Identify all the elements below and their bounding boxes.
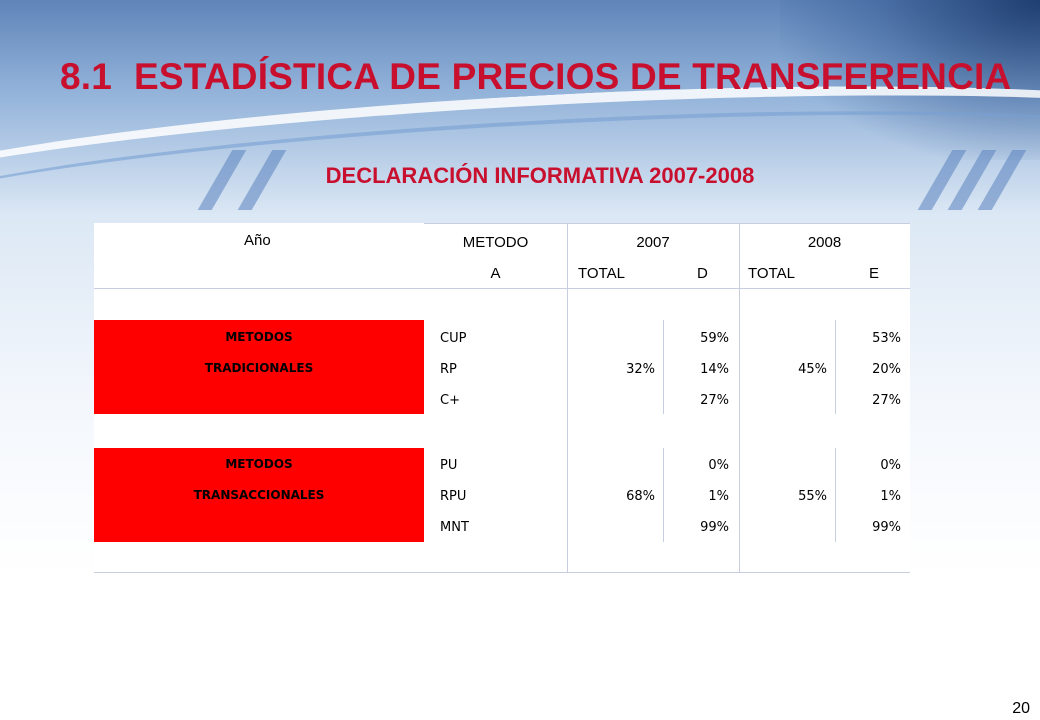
group-label-line1: METODOS: [225, 330, 293, 344]
header-total-2008: TOTAL: [748, 265, 795, 282]
pct-2007-cell: 1%: [708, 489, 729, 504]
table-column-rule: [567, 223, 568, 573]
group-label-tradicionales: [94, 320, 424, 414]
pct-2008-cell: 20%: [872, 362, 901, 377]
group-total-2008: 45%: [798, 362, 827, 377]
pct-2008-cell: 99%: [872, 520, 901, 535]
group-label-transaccionales: [94, 448, 424, 542]
group-total-2007: 68%: [626, 489, 655, 504]
group-label-line1: METODOS: [225, 457, 293, 471]
pct-2007-cell: 0%: [708, 458, 729, 473]
pct-2008-cell: 27%: [872, 393, 901, 408]
background-corner-shade: [780, 0, 1040, 160]
pct-2007-cell: 99%: [700, 520, 729, 535]
table-footer-block: [740, 573, 835, 626]
method-cell: PU: [440, 458, 458, 473]
header-a: A: [490, 265, 501, 282]
slide-title: 8.1 ESTADÍSTICA DE PRECIOS DE TRANSFERENC…: [60, 56, 1011, 98]
header-year-2008: 2008: [807, 234, 842, 251]
header-d: D: [697, 265, 708, 282]
pct-2007-cell: 14%: [700, 362, 729, 377]
pct-2008-cell: 1%: [880, 489, 901, 504]
pct-2007-cell: 27%: [700, 393, 729, 408]
method-cell: RP: [440, 362, 457, 377]
method-cell: CUP: [440, 331, 467, 346]
table-rule: [424, 223, 910, 224]
pct-2008-cell: 53%: [872, 331, 901, 346]
header-year-2007: 2007: [636, 234, 670, 251]
slide-subtitle: DECLARACIÓN INFORMATIVA 2007-2008: [325, 163, 755, 188]
group-total-2007: 32%: [626, 362, 655, 377]
pct-2008-cell: 0%: [880, 458, 901, 473]
slide-title-text: ESTADÍSTICA DE PRECIOS DE TRANSFERENCIA: [134, 56, 1012, 97]
method-cell: RPU: [440, 489, 467, 504]
table-column-rule: [835, 320, 836, 414]
table-footer-block: [94, 573, 664, 626]
table-rule: [94, 288, 910, 289]
table-column-rule: [739, 223, 740, 573]
group-label-line2: TRANSACCIONALES: [193, 488, 325, 502]
header-total-2007: TOTAL: [578, 265, 625, 282]
method-cell: C+: [440, 393, 460, 408]
slide-title-number: 8.1: [60, 56, 113, 97]
group-label-line2: TRADICIONALES: [204, 361, 314, 375]
header-year: Año: [244, 232, 271, 249]
header-e: E: [869, 265, 880, 282]
header-metodo: METODO: [462, 234, 529, 251]
table-column-rule: [663, 448, 664, 542]
pct-2007-cell: 59%: [700, 331, 729, 346]
table-rule: [94, 572, 910, 573]
page-number: 20: [1012, 700, 1030, 717]
table-column-rule: [835, 448, 836, 542]
method-cell: MNT: [440, 520, 469, 535]
group-total-2008: 55%: [798, 489, 827, 504]
table-column-rule: [663, 320, 664, 414]
